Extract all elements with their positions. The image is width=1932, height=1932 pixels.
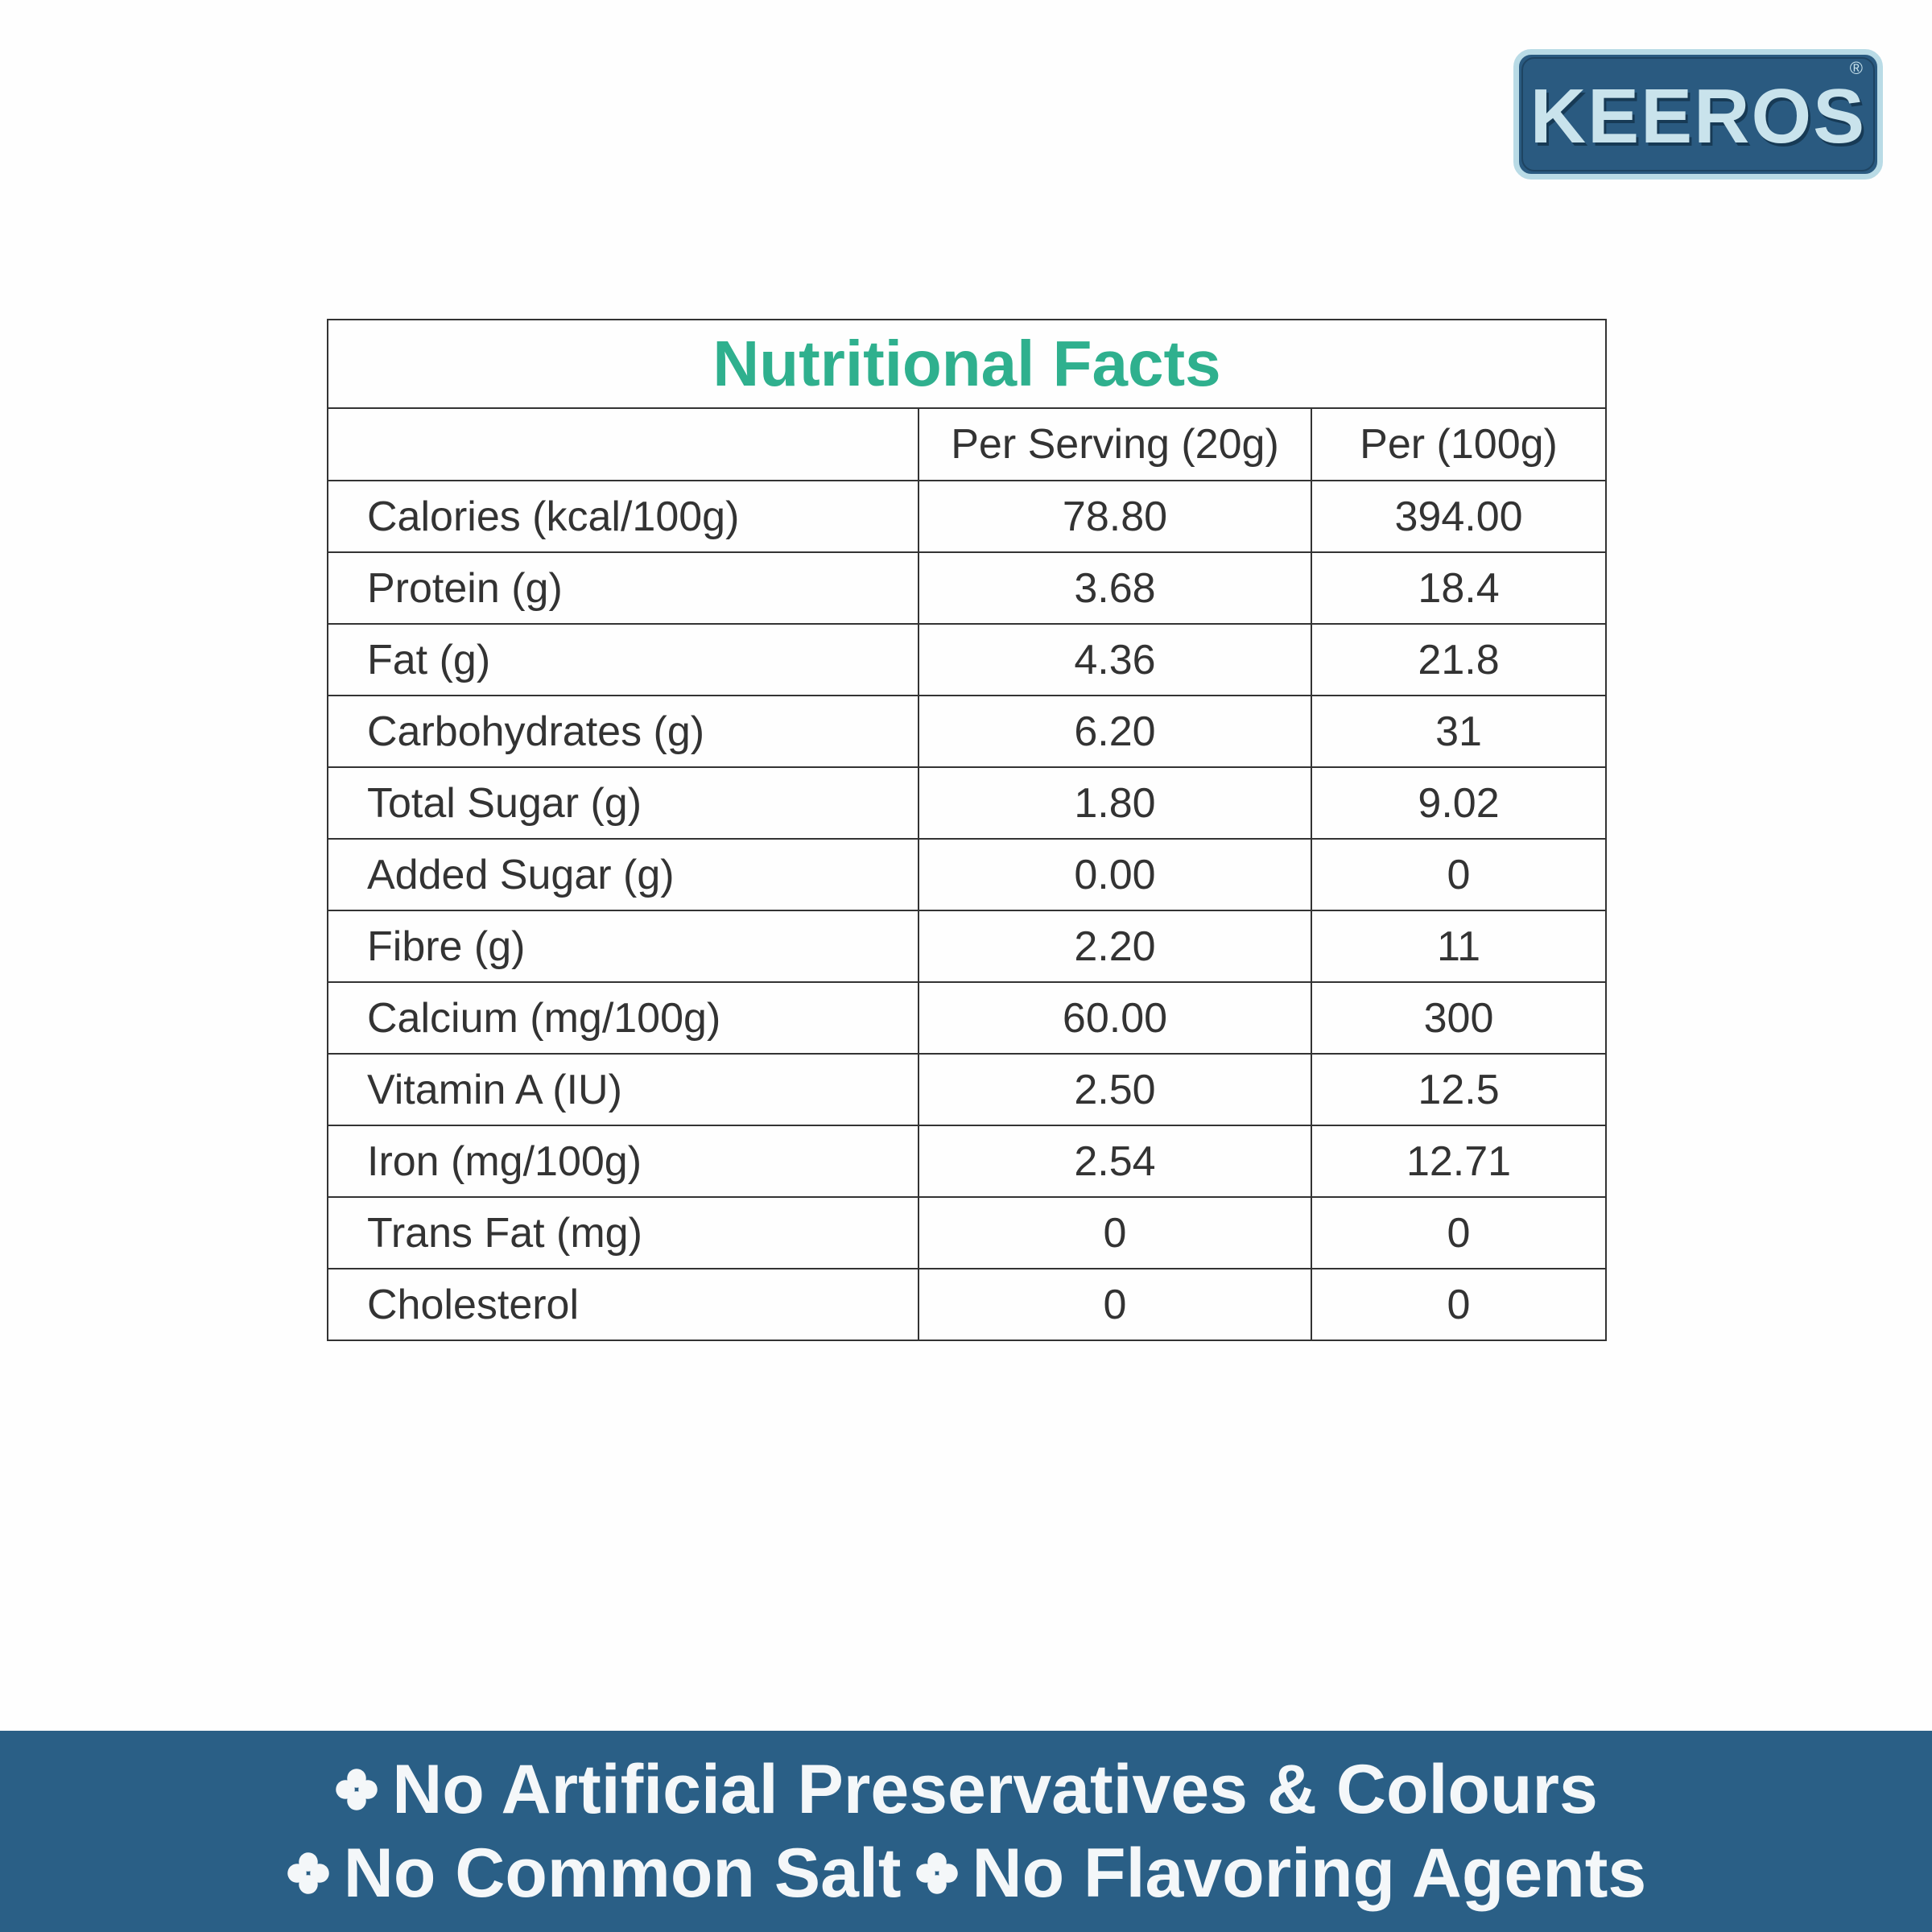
nutrient-value: 9.02 (1310, 766, 1608, 840)
banner-line: No Artificial Preservatives & Colours (334, 1749, 1598, 1830)
header-cell: Per Serving (20g) (918, 407, 1312, 481)
data-row: Trans Fat (mg) 0 0 (327, 1196, 1608, 1269)
nutrient-value: 2.50 (918, 1053, 1312, 1126)
nutrient-value: 11 (1310, 910, 1608, 983)
logo-frame (1521, 57, 1875, 171)
header-cell (327, 407, 919, 481)
brand: KEEROS (1530, 73, 1867, 159)
nutrient-name: Vitamin A (IU) (327, 1053, 919, 1126)
nutrient-value: 300 (1310, 981, 1608, 1055)
nutrient-value: 0 (1310, 838, 1608, 911)
nutrient-value: 2.54 (918, 1125, 1312, 1198)
nutrient-value: 6.20 (918, 695, 1312, 768)
bullet-icon (915, 1852, 958, 1894)
nutrient-name: Fibre (g) (327, 910, 919, 983)
nutrient-name: Calcium (mg/100g) (327, 981, 919, 1055)
registered-mark: ® (1849, 58, 1863, 78)
nutrient-name: Trans Fat (mg) (327, 1196, 919, 1269)
logo: KEEROS ® (1513, 49, 1883, 180)
nutrient-value: 0.00 (918, 838, 1312, 911)
nutrient-name: Carbohydrates (g) (327, 695, 919, 768)
bullet-icon (336, 1769, 378, 1810)
nutrient-value: 21.8 (1310, 623, 1608, 696)
nutrient-value: 60.00 (918, 981, 1312, 1055)
data-row: Iron (mg/100g) 2.54 12.71 (327, 1125, 1608, 1198)
nutrient-value: 4.36 (918, 623, 1312, 696)
nutrient-value: 12.5 (1310, 1053, 1608, 1126)
nutrient-value: 0 (1310, 1196, 1608, 1269)
nutrient-value: 3.68 (918, 551, 1312, 625)
nutrient-value: 0 (1310, 1268, 1608, 1341)
claim: No Artificial Preservatives & Colours (392, 1750, 1598, 1828)
nutrient-value: 12.71 (1310, 1125, 1608, 1198)
table-title: Nutritional Facts (326, 319, 1608, 409)
claim: No Flavoring Agents (972, 1834, 1647, 1912)
data-row: Vitamin A (IU) 2.50 12.5 (327, 1053, 1608, 1126)
nutrient-value: 0 (918, 1196, 1312, 1269)
data-row: Cholesterol 0 0 (327, 1268, 1608, 1341)
data-row: Calcium (mg/100g) 60.00 300 (327, 981, 1608, 1055)
nutrient-name: Protein (g) (327, 551, 919, 625)
nutrient-value: 78.80 (918, 480, 1312, 553)
nutrient-name: Iron (mg/100g) (327, 1125, 919, 1198)
nutrient-name: Fat (g) (327, 623, 919, 696)
data-row: Protein (g) 3.68 18.4 (327, 551, 1608, 625)
nutrient-value: 0 (918, 1268, 1312, 1341)
nutrient-value: 31 (1310, 695, 1608, 768)
nutrient-name: Total Sugar (g) (327, 766, 919, 840)
data-row: Fibre (g) 2.20 11 (327, 910, 1608, 983)
claim: No Common Salt (343, 1834, 902, 1912)
data-row: Fat (g) 4.36 21.8 (327, 623, 1608, 696)
nutrient-value: 18.4 (1310, 551, 1608, 625)
title-row: Nutritional Facts (326, 319, 1608, 409)
nutrient-name: Cholesterol (327, 1268, 919, 1341)
data-row: Calories (kcal/100g) 78.80 394.00 (327, 480, 1608, 553)
nutrient-name: Calories (kcal/100g) (327, 480, 919, 553)
data-row: Total Sugar (g) 1.80 9.02 (327, 766, 1608, 840)
header-cell: Per (100g) (1310, 407, 1608, 481)
data-row: Added Sugar (g) 0.00 0 (327, 838, 1608, 911)
nutrition-table: Nutritional Facts Per Serving (20g) Per (1… (326, 319, 1608, 1341)
nutrient-name: Added Sugar (g) (327, 838, 919, 911)
header-row: Per Serving (20g) Per (100g) (327, 407, 1608, 481)
nutrient-value: 394.00 (1310, 480, 1608, 553)
banner-line: No Common Salt No Flavoring Agents (286, 1833, 1647, 1913)
data-row: Carbohydrates (g) 6.20 31 (327, 695, 1608, 768)
bullet-icon (287, 1852, 329, 1894)
nutrient-value: 2.20 (918, 910, 1312, 983)
banner: No Artificial Preservatives & Colours No … (0, 1731, 1932, 1932)
nutrient-value: 1.80 (918, 766, 1312, 840)
